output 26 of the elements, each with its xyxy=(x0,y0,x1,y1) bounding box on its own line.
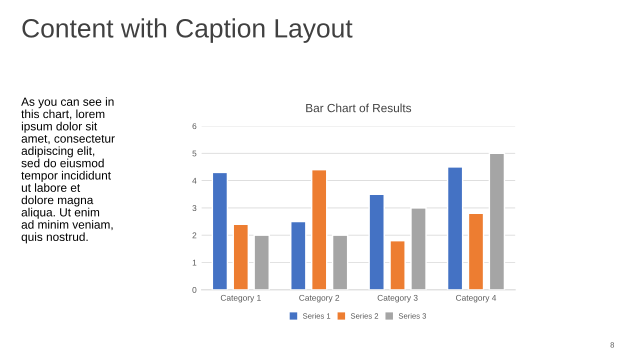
bar xyxy=(310,168,328,290)
bar xyxy=(232,224,250,290)
text: Content with Caption Layout xyxy=(22,18,352,43)
y-tick-label: 1 xyxy=(192,260,196,266)
bar xyxy=(332,234,348,290)
y-tick-label: 5 xyxy=(192,150,196,156)
y-tick-label: 3 xyxy=(192,205,196,211)
bar xyxy=(368,194,385,290)
x-tick-label: Category 1 xyxy=(220,294,261,302)
bar xyxy=(290,220,307,290)
chart-title: Bar Chart of Results xyxy=(306,104,412,112)
bar xyxy=(468,212,484,290)
y-tick-label: 2 xyxy=(192,232,196,238)
bar xyxy=(253,234,270,290)
x-tick-label: Category 4 xyxy=(456,294,496,302)
bar xyxy=(446,166,464,290)
y-tick-label: 6 xyxy=(192,123,196,130)
bar xyxy=(410,207,427,290)
bar xyxy=(389,240,406,290)
y-tick-label: 0 xyxy=(192,287,196,293)
text: As you can see in this chart, lorem ipsum dolor sit amet, consectetur adipiscing elit, sed do eiusmod tempor incididunt ut labore et dolore magna aliqua. Ut enim ad minim veniam, quis nostrud. xyxy=(21,97,115,244)
bar xyxy=(212,172,228,290)
bar xyxy=(488,152,506,290)
y-tick-label: 4 xyxy=(192,178,196,184)
x-tick-label: Category 3 xyxy=(378,294,418,302)
x-tick-label: Category 2 xyxy=(299,294,340,302)
